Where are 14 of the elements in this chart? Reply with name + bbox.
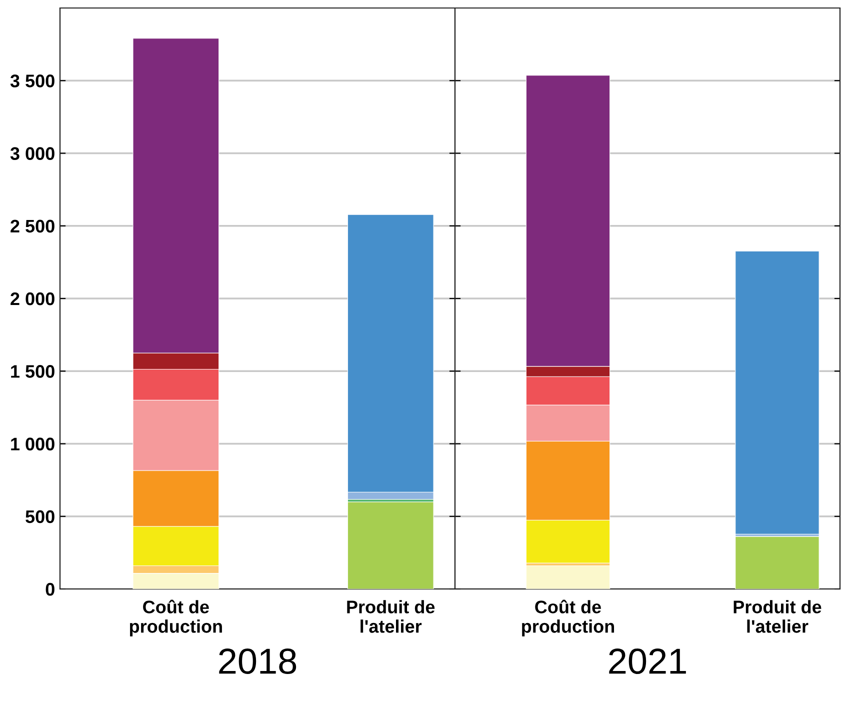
x-tick-label: Coût de production	[522, 600, 614, 636]
y-tick-label: 2 000	[10, 292, 54, 306]
x-axis-title: 2021	[609, 648, 686, 674]
x-axis-title: 2018	[219, 648, 296, 674]
y-tick-label: 1 000	[11, 438, 54, 450]
x-tick-label: Produit de l'atelier	[347, 600, 435, 633]
y-tick-label: 3 500	[10, 74, 54, 88]
y-tick-label: 500	[26, 510, 54, 524]
y-tick-label: 0	[46, 582, 54, 596]
y-tick-label: 1 500	[11, 365, 54, 378]
x-tick-label: Coût de production	[130, 600, 222, 636]
y-tick-label: 2 500	[10, 220, 54, 233]
y-tick-label: 3 000	[10, 147, 54, 160]
x-tick-label: Produit de l'atelier	[734, 600, 822, 633]
